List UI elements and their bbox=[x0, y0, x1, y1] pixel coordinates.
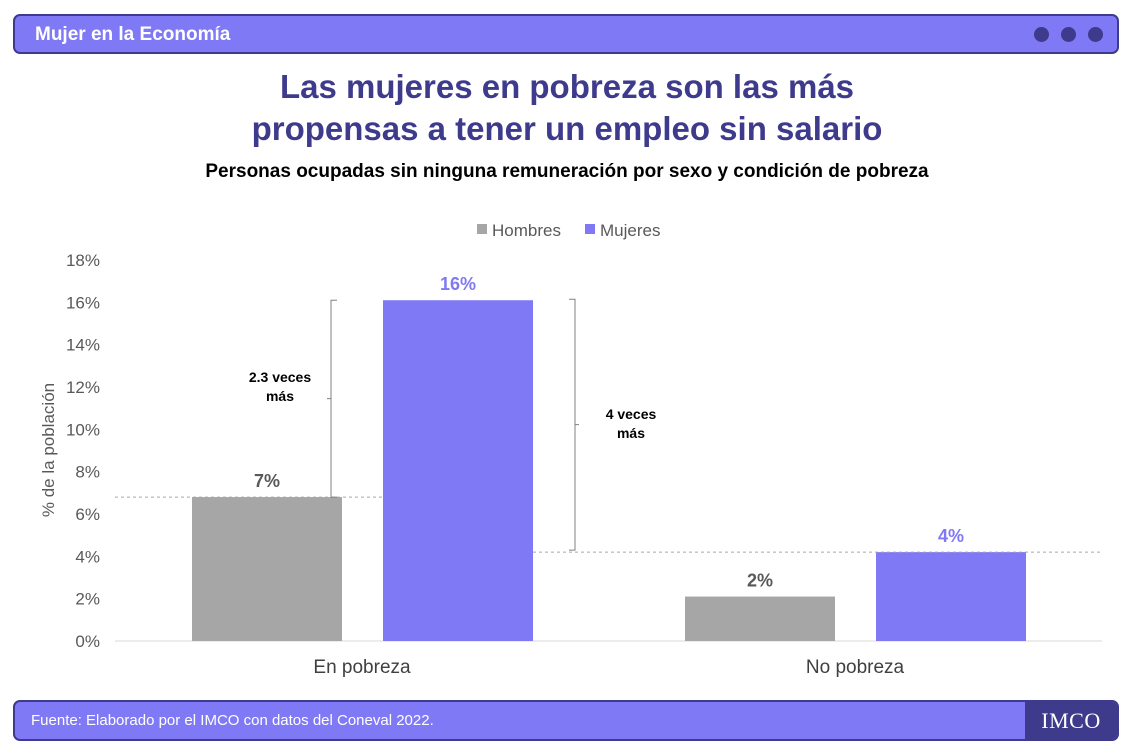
chart-subtitle: Personas ocupadas sin ninguna remuneraci… bbox=[205, 161, 929, 182]
data-label: 7% bbox=[254, 471, 280, 491]
y-tick-label: 14% bbox=[66, 336, 100, 355]
y-tick-label: 0% bbox=[75, 632, 100, 651]
y-tick-label: 2% bbox=[75, 590, 100, 609]
dot-icon bbox=[1034, 27, 1049, 42]
y-axis-label: % de la población bbox=[39, 383, 58, 517]
source-note: Fuente: Elaborado por el IMCO con datos … bbox=[31, 712, 434, 729]
x-tick-label: No pobreza bbox=[806, 657, 905, 678]
options-dots-icon[interactable] bbox=[1034, 27, 1103, 42]
bar bbox=[192, 497, 342, 641]
header-bar: Mujer en la Economía bbox=[13, 14, 1119, 54]
legend-label: Hombres bbox=[492, 221, 561, 240]
legend-swatch bbox=[585, 224, 595, 234]
title-line-2: propensas a tener un empleo sin salario bbox=[251, 110, 883, 147]
data-label: 16% bbox=[440, 274, 476, 294]
imco-logo: IMCO bbox=[1025, 702, 1117, 739]
comparison-bracket bbox=[569, 298, 579, 551]
data-label: 2% bbox=[747, 571, 773, 591]
dot-icon bbox=[1061, 27, 1076, 42]
page-title: Las mujeres en pobreza son las más prope… bbox=[0, 66, 1134, 150]
comparison-bracket bbox=[327, 299, 337, 498]
y-tick-label: 12% bbox=[66, 378, 100, 397]
bar bbox=[685, 596, 835, 641]
logo-text: IMCO bbox=[1041, 707, 1101, 733]
title-line-1: Las mujeres en pobreza son las más bbox=[279, 68, 855, 105]
dot-icon bbox=[1088, 27, 1103, 42]
data-label: 4% bbox=[938, 526, 964, 546]
y-tick-label: 18% bbox=[66, 251, 100, 270]
annotation-text: 2.3 veces bbox=[249, 369, 311, 385]
x-tick-label: En pobreza bbox=[313, 657, 411, 678]
legend-label: Mujeres bbox=[600, 221, 660, 240]
bar-chart: 0% 2% 4% 6% 8% 10% 12% 14% 16% 18% % de la poblaci… bbox=[39, 221, 1102, 678]
footer-bar: Fuente: Elaborado por el IMCO con datos … bbox=[13, 700, 1119, 741]
annotation-text: más bbox=[266, 388, 294, 404]
y-tick-label: 6% bbox=[75, 505, 100, 524]
legend-swatch bbox=[477, 224, 487, 234]
y-tick-label: 8% bbox=[75, 463, 100, 482]
y-tick-label: 4% bbox=[75, 547, 100, 566]
bar bbox=[383, 300, 533, 641]
y-tick-label: 16% bbox=[66, 293, 100, 312]
annotation-text: más bbox=[617, 425, 645, 441]
annotation-text: 4 veces bbox=[606, 406, 657, 422]
header-title: Mujer en la Economía bbox=[35, 24, 231, 45]
bar bbox=[876, 552, 1026, 641]
y-tick-label: 10% bbox=[66, 420, 100, 439]
